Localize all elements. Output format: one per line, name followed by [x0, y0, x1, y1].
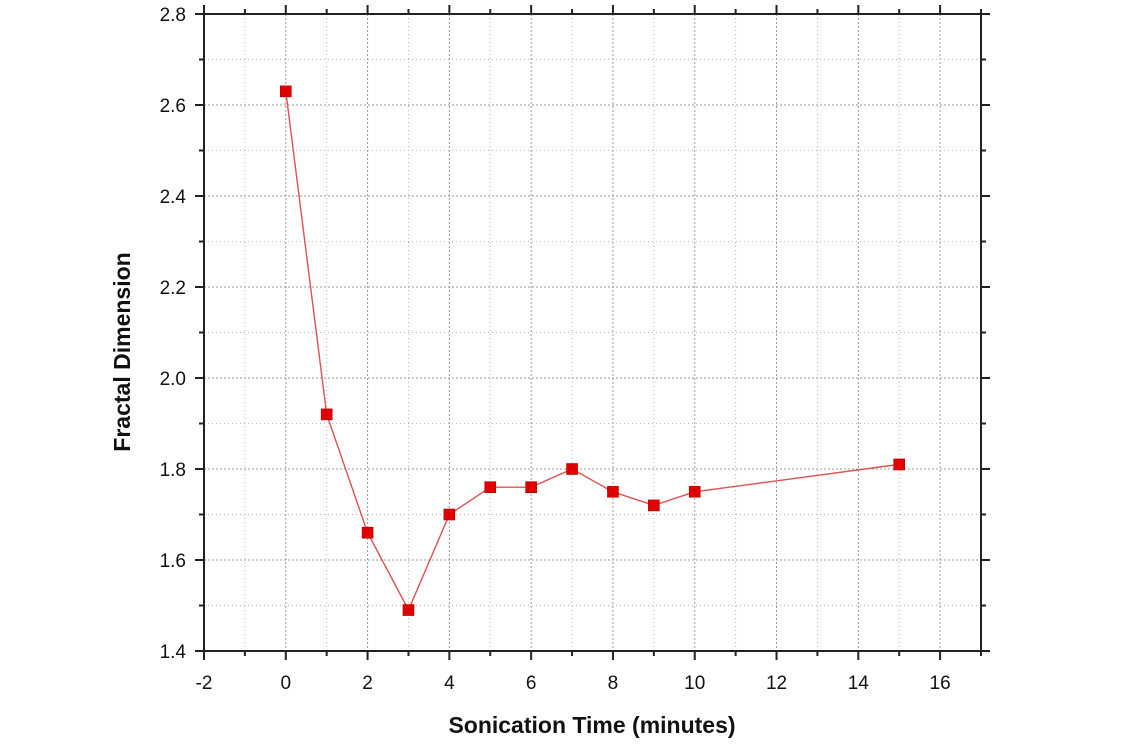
y-axis-title: Fractal Dimension [109, 252, 135, 451]
data-point [648, 499, 660, 512]
data-point [525, 481, 537, 494]
x-axis-title: Sonication Time (minutes) [448, 712, 735, 738]
x-tick-label: 0 [281, 673, 292, 694]
x-tick-label: 4 [444, 673, 455, 694]
data-point [566, 463, 578, 475]
x-tick-label: 8 [608, 673, 619, 694]
series [279, 85, 906, 616]
x-tick-label: 12 [766, 673, 787, 694]
y-tick-label: 1.4 [160, 642, 187, 663]
x-tick-label: 16 [930, 673, 951, 694]
data-point [443, 508, 456, 521]
data-point [402, 604, 415, 616]
y-axis-tick-labels: 1.4 1.6 1.8 2.0 2.2 2.4 2.6 2.8 [160, 5, 187, 663]
grid [204, 14, 981, 651]
x-tick-label: 6 [526, 673, 537, 694]
data-point [607, 485, 619, 498]
x-tick-label: 10 [684, 673, 705, 694]
x-tick-label: -2 [196, 673, 213, 694]
y-tick-label: 2.4 [160, 187, 187, 208]
x-tick-label: 14 [848, 673, 870, 694]
y-tick-label: 1.6 [160, 551, 186, 572]
y-tick-label: 2.6 [160, 96, 186, 117]
y-tick-label: 1.8 [160, 460, 186, 481]
data-point [320, 408, 333, 421]
data-point [688, 485, 701, 498]
y-tick-label: 2.8 [160, 5, 186, 26]
x-axis-tick-labels: -2 0 2 4 6 8 10 12 14 16 [196, 673, 951, 694]
data-point [279, 85, 292, 98]
x-tick-label: 2 [362, 673, 373, 694]
data-point [893, 458, 906, 471]
data-point [361, 526, 374, 539]
data-point [484, 481, 497, 494]
y-tick-label: 2.2 [160, 278, 186, 299]
series-line [285, 91, 900, 612]
y-tick-label: 2.0 [160, 369, 186, 390]
plot-area-frame [203, 13, 982, 652]
